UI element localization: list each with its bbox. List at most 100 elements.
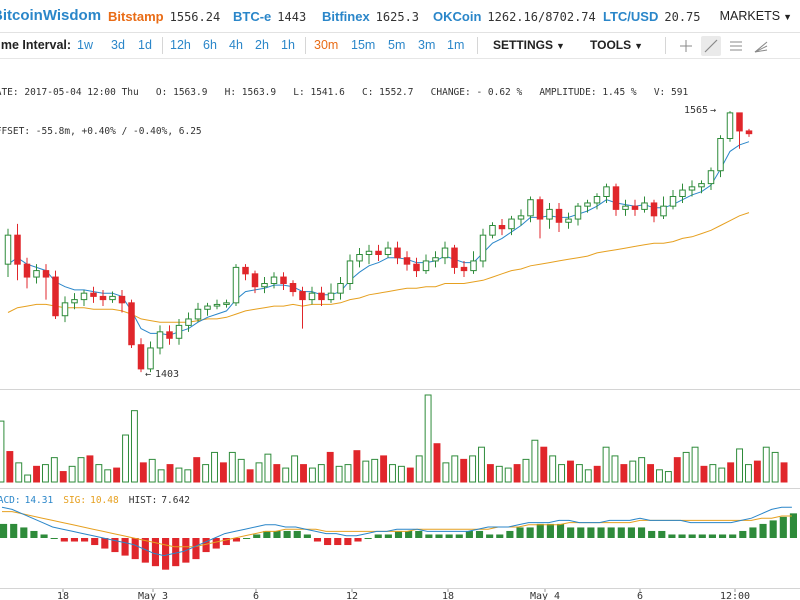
candle-body — [213, 303, 221, 307]
low-marker-arrow: ← — [145, 369, 151, 380]
interval-4h[interactable]: 4h — [229, 38, 243, 52]
candle-body — [384, 247, 392, 256]
market-okcoin[interactable]: OKCoin 1262.16/8702.74 — [433, 9, 596, 24]
volume-bar — [602, 446, 610, 483]
candle-body — [327, 292, 335, 301]
volume-bar — [593, 465, 601, 483]
macd-hist-bar — [637, 527, 646, 538]
volume-bar — [41, 464, 49, 483]
volume-bar — [762, 446, 770, 483]
interval-3d[interactable]: 3d — [111, 38, 125, 52]
volume-bar — [567, 460, 574, 483]
candle-body — [261, 283, 268, 288]
candle-body — [185, 318, 192, 326]
volume-bar — [540, 446, 548, 483]
volume-bar — [513, 464, 521, 483]
interval-1h[interactable]: 1h — [281, 38, 295, 52]
macd-hist-bar — [202, 538, 210, 553]
logo[interactable]: BitcoinWisdom — [0, 7, 102, 24]
macd-hist-bar — [0, 523, 8, 538]
volume-bar — [211, 451, 218, 483]
volume-bar — [353, 450, 361, 483]
candle-body — [631, 205, 639, 210]
market-btce[interactable]: BTC-e 1443 — [233, 9, 306, 24]
candle-body — [289, 283, 297, 293]
macd-hist-bar — [678, 534, 686, 538]
interval-1d[interactable]: 1d — [138, 38, 152, 52]
markets-menu-button[interactable]: MARKETS ▼ — [720, 9, 792, 23]
x-axis-label: 18 — [442, 591, 454, 600]
volume-bar — [638, 457, 646, 483]
date-label: DATE: — [0, 87, 19, 98]
macd-hist-bar — [10, 523, 18, 538]
market-bitfinex[interactable]: Bitfinex 1625.3 — [322, 9, 419, 24]
candle-body — [204, 305, 211, 310]
volume-bar — [727, 462, 735, 483]
sig-value: 10.48 — [90, 495, 119, 506]
macd-hist-bar — [708, 534, 716, 538]
market-price: 20.75 — [664, 10, 701, 24]
macd-hist-bar — [496, 534, 504, 538]
macd-hist-bar — [60, 538, 68, 542]
candle-body — [669, 196, 677, 207]
interval-2h[interactable]: 2h — [255, 38, 269, 52]
interval-1w[interactable]: 1w — [77, 38, 93, 52]
macd-hist-bar — [506, 530, 514, 538]
macd-hist-bar — [465, 530, 473, 538]
volume-bar — [95, 464, 103, 483]
candle-body — [498, 225, 506, 230]
candle-body — [4, 234, 12, 265]
volume-bar — [0, 420, 5, 483]
volume-bar — [344, 464, 352, 483]
macd-hist-bar — [425, 534, 433, 538]
candle-body — [394, 247, 401, 259]
volume-bar — [15, 462, 23, 483]
candle-body — [375, 250, 382, 255]
x-axis-label: 12:00 — [720, 591, 750, 600]
candle-body — [166, 331, 173, 339]
macd-hist-bar — [445, 534, 453, 538]
volume-bar — [549, 455, 557, 483]
macd-hist-bar — [162, 538, 170, 570]
trendline-icon[interactable] — [701, 36, 721, 56]
volume-bar — [709, 464, 717, 483]
crosshair-icon[interactable] — [676, 36, 696, 56]
volume-bar — [451, 455, 459, 483]
market-bitstamp[interactable]: Bitstamp 1556.24 — [108, 9, 220, 24]
low-marker: 1403 — [155, 369, 179, 380]
horizontal-lines-icon[interactable] — [726, 36, 746, 56]
volume-bar — [780, 462, 788, 483]
candle-body — [299, 291, 306, 301]
market-name: Bitfinex — [322, 9, 370, 24]
macd-hist-bar — [374, 534, 382, 538]
candle-body — [308, 292, 316, 301]
volume-bar — [264, 453, 272, 483]
macd-hist-bar — [658, 530, 666, 538]
volume-bar — [406, 467, 414, 483]
candle-body — [565, 218, 572, 223]
x-axis: 18 May 3 6 12 18 May 4 6 12:00 — [57, 588, 750, 600]
interval-1m[interactable]: 1m — [447, 38, 465, 52]
ema-slow-path — [7, 212, 750, 323]
macd-hist-bar — [415, 530, 423, 538]
open-label: O: — [155, 87, 168, 98]
candle-body — [593, 196, 601, 204]
tools-menu-button[interactable]: TOOLS ▼ — [590, 38, 643, 52]
interval-3m[interactable]: 3m — [418, 38, 436, 52]
macd-hist-bar — [729, 534, 737, 538]
settings-menu-button[interactable]: SETTINGS ▼ — [493, 38, 565, 52]
market-ltcusd[interactable]: LTC/USD 20.75 — [603, 9, 701, 24]
interval-6h[interactable]: 6h — [203, 38, 217, 52]
low-value: 1541.6 — [310, 87, 345, 98]
low-label: L: — [293, 87, 305, 98]
interval-30m[interactable]: 30m — [314, 38, 339, 52]
tools-label: TOOLS — [590, 38, 632, 52]
interval-5m[interactable]: 5m — [388, 38, 406, 52]
interval-12h[interactable]: 12h — [170, 38, 191, 52]
volume-bar — [584, 469, 592, 483]
fib-fan-icon[interactable] — [751, 36, 771, 56]
macd-hist-bar — [273, 530, 281, 538]
interval-15m[interactable]: 15m — [351, 38, 376, 52]
